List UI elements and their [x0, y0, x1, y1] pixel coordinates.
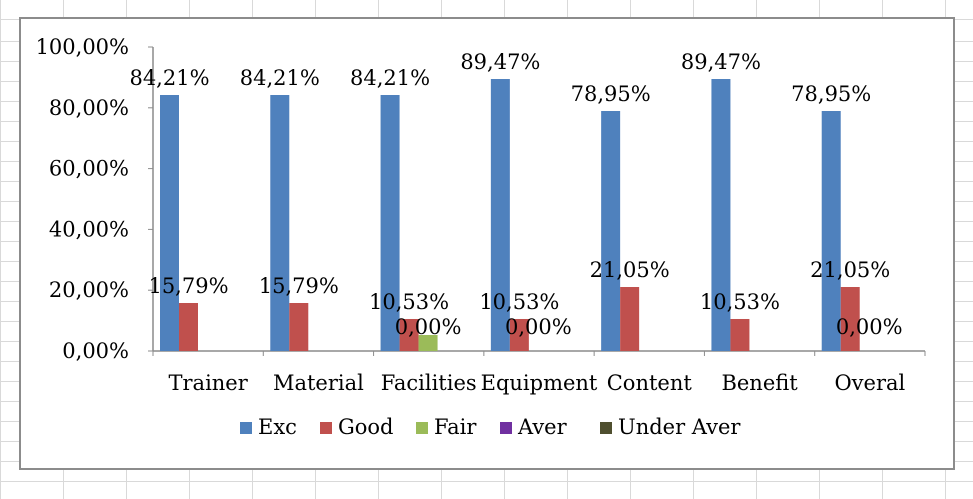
- y-axis: 0,00% 20,00% 40,00% 60,00% 80,00% 100,00%: [36, 35, 154, 363]
- bar-good-content[interactable]: [620, 287, 640, 351]
- legend-label-aver: Aver: [517, 415, 568, 439]
- bar-exc-equipment[interactable]: [490, 79, 510, 351]
- data-label-exc: 84,21%: [350, 66, 430, 90]
- data-label-good: 15,79%: [259, 274, 339, 298]
- y-tick-label: 100,00%: [36, 35, 129, 59]
- x-category-label: Trainer: [169, 371, 249, 395]
- x-category-label: Equipment: [481, 371, 598, 395]
- bar-exc-content[interactable]: [601, 110, 621, 351]
- bar-exc-facilities[interactable]: [380, 95, 400, 351]
- x-category-label: Benefit: [721, 371, 798, 395]
- data-label-exc: 89,47%: [460, 50, 540, 74]
- data-label-fair: 0,00%: [395, 315, 462, 339]
- data-label-exc: 89,47%: [681, 50, 761, 74]
- data-label-exc: 84,21%: [240, 66, 320, 90]
- bar-good-equipment[interactable]: [509, 318, 529, 351]
- bar-series-group: [160, 79, 860, 351]
- legend-swatch-exc: [240, 422, 252, 434]
- legend-label-fair: Fair: [434, 415, 477, 439]
- bar-good-facilities[interactable]: [399, 318, 419, 351]
- y-tick-label: 0,00%: [62, 339, 129, 363]
- legend-label-good: Good: [338, 415, 394, 439]
- bar-good-trainer[interactable]: [179, 302, 198, 351]
- data-label-exc: 78,95%: [571, 82, 651, 106]
- data-labels-group: 84,21%15,79%84,21%15,79%84,21%10,53%0,00…: [129, 50, 902, 339]
- y-tick-label: 80,00%: [49, 96, 129, 120]
- data-label-good: 15,79%: [148, 274, 228, 298]
- x-category-label: Material: [273, 371, 364, 395]
- data-label-good: 10,53%: [479, 290, 559, 314]
- data-label-fair: 0,00%: [505, 315, 572, 339]
- bar-exc-overal[interactable]: [821, 110, 841, 351]
- legend-swatch-fair: [416, 422, 428, 434]
- bar-fair-facilities[interactable]: [418, 335, 438, 351]
- legend-label-exc: Exc: [258, 415, 297, 439]
- data-label-exc: 78,95%: [791, 82, 871, 106]
- legend-swatch-good: [320, 422, 332, 434]
- legend-swatch-under-aver: [600, 422, 612, 434]
- bar-exc-trainer[interactable]: [160, 95, 179, 351]
- legend-label-under-aver: Under Aver: [618, 415, 741, 439]
- data-label-good: 21,05%: [590, 258, 670, 282]
- data-label-good: 21,05%: [810, 258, 890, 282]
- y-tick-label: 20,00%: [49, 278, 129, 302]
- y-tick-label: 40,00%: [49, 217, 129, 241]
- data-label-exc: 84,21%: [129, 66, 209, 90]
- bar-good-overal[interactable]: [840, 287, 860, 351]
- data-label-good: 10,53%: [700, 290, 780, 314]
- x-category-label: Facilities: [381, 371, 477, 395]
- bar-exc-material[interactable]: [270, 95, 290, 351]
- bar-good-benefit[interactable]: [730, 318, 750, 351]
- y-tick-label: 60,00%: [49, 157, 129, 181]
- x-category-label: Content: [607, 371, 693, 395]
- data-label-fair: 0,00%: [836, 315, 903, 339]
- x-axis: Trainer Material Facilities Equipment Conten…: [152, 350, 926, 395]
- data-label-good: 10,53%: [369, 290, 449, 314]
- bar-exc-benefit[interactable]: [711, 79, 731, 351]
- legend-swatch-aver: [500, 422, 512, 434]
- bar-good-material[interactable]: [289, 302, 309, 351]
- x-category-label: Overal: [834, 371, 905, 395]
- chart-legend: Exc Good Fair Aver Under Aver: [240, 415, 741, 439]
